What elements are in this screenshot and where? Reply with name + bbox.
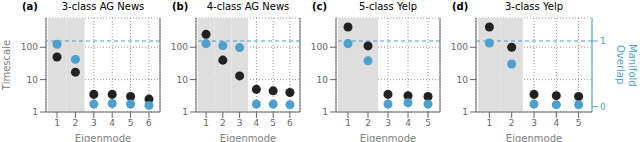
svg-text:Eigenmode: Eigenmode [75, 133, 131, 142]
svg-text:1: 1 [32, 107, 38, 117]
svg-text:4: 4 [553, 118, 559, 128]
svg-text:10: 10 [177, 75, 189, 85]
svg-text:100: 100 [21, 42, 38, 52]
svg-text:2: 2 [73, 118, 79, 128]
svg-text:3: 3 [91, 118, 97, 128]
svg-text:10: 10 [457, 75, 469, 85]
svg-text:Eigenmode: Eigenmode [360, 133, 416, 142]
html-text:(d): (d) [452, 1, 469, 12]
svg-text:1: 1 [54, 118, 60, 128]
html-text:5-class Yelp: 5-class Yelp [359, 1, 417, 12]
svg-text:Timescale: Timescale [8, 40, 12, 91]
svg-text:1: 1 [487, 118, 493, 128]
svg-text:Eigenmode: Eigenmode [220, 133, 276, 142]
svg-text:4: 4 [109, 118, 115, 128]
html-text:3-class AG News: 3-class AG News [61, 1, 145, 12]
svg-text:1: 1 [182, 107, 188, 117]
svg-text:2: 2 [509, 118, 515, 128]
svg-text:2: 2 [365, 118, 371, 128]
html-text:(a): (a) [22, 1, 38, 12]
html-text:(c): (c) [312, 1, 328, 12]
svg-text:0: 0 [600, 102, 606, 112]
svg-text:5: 5 [128, 118, 134, 128]
svg-text:100: 100 [311, 42, 328, 52]
svg-text:10: 10 [317, 75, 329, 85]
svg-text:5: 5 [425, 118, 431, 128]
svg-text:1: 1 [462, 107, 468, 117]
svg-text:1: 1 [203, 118, 209, 128]
svg-text:5: 5 [576, 118, 582, 128]
svg-text:6: 6 [287, 118, 293, 128]
svg-text:3: 3 [385, 118, 391, 128]
svg-text:1: 1 [345, 118, 351, 128]
svg-text:2: 2 [220, 118, 226, 128]
svg-text:3: 3 [531, 118, 537, 128]
html-text:(b): (b) [172, 1, 189, 12]
svg-text:3: 3 [237, 118, 243, 128]
svg-text:5: 5 [270, 118, 276, 128]
html-text:Manifold Overlap: Manifold Overlap [615, 43, 638, 87]
svg-text:1: 1 [322, 107, 328, 117]
svg-text:10: 10 [27, 75, 39, 85]
html-text:3-class Yelp: 3-class Yelp [505, 1, 563, 12]
svg-text:100: 100 [451, 42, 468, 52]
svg-text:100: 100 [171, 42, 188, 52]
svg-text:1: 1 [600, 36, 606, 46]
html-text:4-class AG News: 4-class AG News [206, 1, 290, 12]
svg-text:4: 4 [254, 118, 260, 128]
svg-text:4: 4 [405, 118, 411, 128]
svg-text:6: 6 [146, 118, 152, 128]
svg-text:Eigenmode: Eigenmode [506, 133, 562, 142]
